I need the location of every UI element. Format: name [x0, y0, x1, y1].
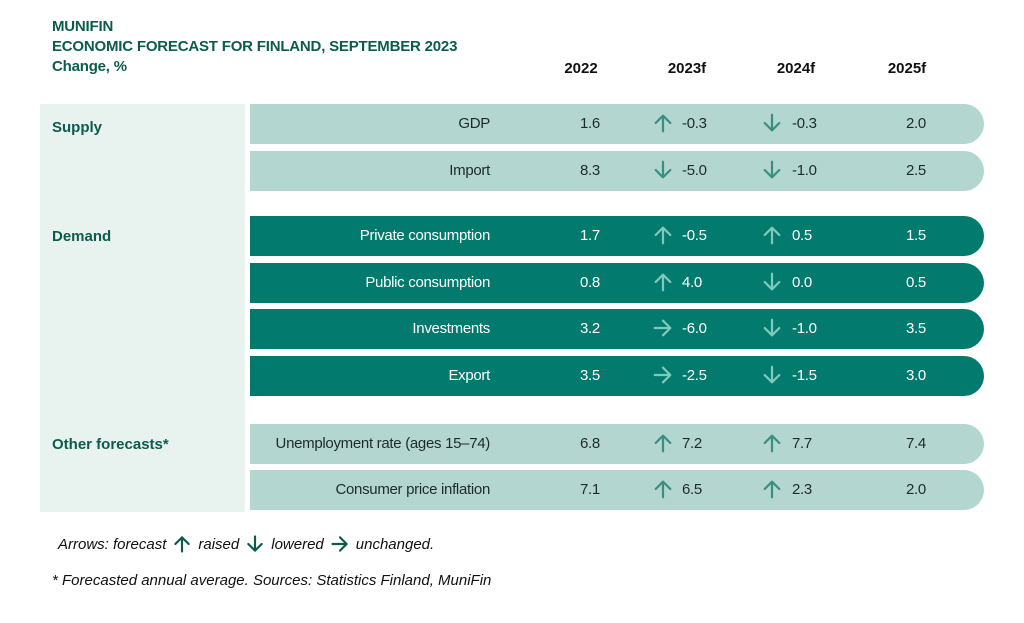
- table-row: Export 3.5 -2.5 -1.5 3.0: [250, 356, 984, 396]
- value-2024f: -1.5: [792, 367, 817, 384]
- value-2022: 1.6: [580, 115, 600, 132]
- value-2022: 6.8: [580, 435, 600, 452]
- section-label-supply: Supply: [52, 119, 103, 136]
- arrow-right-icon: [653, 366, 672, 384]
- arrow-down-icon: [763, 160, 781, 179]
- value-2022: 3.5: [580, 367, 600, 384]
- value-2022: 7.1: [580, 481, 600, 498]
- arrow-right-icon: [331, 536, 348, 552]
- arrow-up-icon: [654, 480, 672, 499]
- section-sidebar: [40, 104, 245, 512]
- row-label: Unemployment rate (ages 15–74): [275, 435, 491, 452]
- column-header-2024f: 2024f: [776, 60, 816, 77]
- value-2024f: 0.5: [792, 227, 812, 244]
- arrow-up-icon: [763, 434, 781, 453]
- value-2023f: 4.0: [682, 274, 702, 291]
- value-2025f: 2.0: [906, 481, 926, 498]
- value-2024f: 7.7: [792, 435, 812, 452]
- value-2023f: 7.2: [682, 435, 702, 452]
- legend-prefix: Arrows: forecast: [58, 535, 167, 553]
- value-2023f: -6.0: [682, 320, 707, 337]
- column-header-2023f: 2023f: [667, 60, 707, 77]
- value-2022: 8.3: [580, 162, 600, 179]
- column-header-2022: 2022: [564, 60, 598, 77]
- arrow-down-icon: [247, 535, 263, 552]
- footnote: * Forecasted annual average. Sources: St…: [52, 572, 492, 589]
- value-2024f: -1.0: [792, 162, 817, 179]
- row-label: Investments: [412, 320, 490, 337]
- value-2025f: 3.0: [906, 367, 926, 384]
- table-row: Import 8.3 -5.0 -1.0 2.5: [250, 151, 984, 191]
- table-row: Consumer price inflation 7.1 6.5 2.3 2.0: [250, 470, 984, 510]
- value-2024f: -1.0: [792, 320, 817, 337]
- value-2025f: 3.5: [906, 320, 926, 337]
- section-label-demand: Demand: [52, 228, 112, 245]
- legend-raised: raised: [198, 535, 240, 553]
- arrow-right-icon: [653, 319, 672, 337]
- row-label: GDP: [458, 115, 490, 132]
- value-2025f: 7.4: [906, 435, 926, 452]
- arrow-down-icon: [654, 160, 672, 179]
- value-2022: 0.8: [580, 274, 600, 291]
- value-2023f: -5.0: [682, 162, 707, 179]
- section-label-other: Other forecasts*: [52, 436, 169, 453]
- row-label: Private consumption: [359, 227, 491, 244]
- row-label: Export: [448, 367, 490, 384]
- arrow-up-icon: [654, 114, 672, 133]
- value-2022: 1.7: [580, 227, 600, 244]
- legend-lowered: lowered: [271, 535, 324, 553]
- value-2025f: 2.5: [906, 162, 926, 179]
- legend-unchanged: unchanged.: [355, 535, 435, 553]
- arrow-up-icon: [654, 434, 672, 453]
- value-2025f: 1.5: [906, 227, 926, 244]
- value-2024f: 2.3: [792, 481, 812, 498]
- row-label: Consumer price inflation: [335, 481, 490, 498]
- value-2023f: -0.5: [682, 227, 707, 244]
- table-row: Public consumption 0.8 4.0 0.0 0.5: [250, 263, 984, 303]
- value-2024f: -0.3: [792, 115, 817, 132]
- row-label: Public consumption: [365, 274, 490, 291]
- value-2023f: -2.5: [682, 367, 707, 384]
- arrow-up-icon: [654, 273, 672, 292]
- value-2025f: 0.5: [906, 274, 926, 291]
- arrow-down-icon: [763, 365, 781, 384]
- arrow-legend: Arrows: forecast raised lowered unchange…: [58, 534, 434, 554]
- value-2022: 3.2: [580, 320, 600, 337]
- brand-name: MUNIFIN: [52, 18, 114, 35]
- table-row: Unemployment rate (ages 15–74) 6.8 7.2 7.7 7…: [250, 424, 984, 464]
- row-label: Import: [449, 162, 490, 179]
- arrow-up-icon: [763, 226, 781, 245]
- arrow-down-icon: [763, 113, 781, 132]
- value-2023f: 6.5: [682, 481, 702, 498]
- table-row: GDP 1.6 -0.3 -0.3 2.0: [250, 104, 984, 144]
- table-row: Investments 3.2 -6.0 -1.0 3.5: [250, 309, 984, 349]
- value-2024f: 0.0: [792, 274, 812, 291]
- chart-subtitle: Change, %: [52, 58, 127, 75]
- arrow-down-icon: [763, 318, 781, 337]
- table-row: Private consumption 1.7 -0.5 0.5 1.5: [250, 216, 984, 256]
- chart-title: ECONOMIC FORECAST FOR FINLAND, SEPTEMBER…: [52, 38, 458, 55]
- arrow-up-icon: [174, 536, 191, 553]
- arrow-up-icon: [654, 226, 672, 245]
- arrow-down-icon: [763, 272, 781, 291]
- arrow-up-icon: [763, 480, 781, 499]
- value-2023f: -0.3: [682, 115, 707, 132]
- value-2025f: 2.0: [906, 115, 926, 132]
- column-header-2025f: 2025f: [887, 60, 927, 77]
